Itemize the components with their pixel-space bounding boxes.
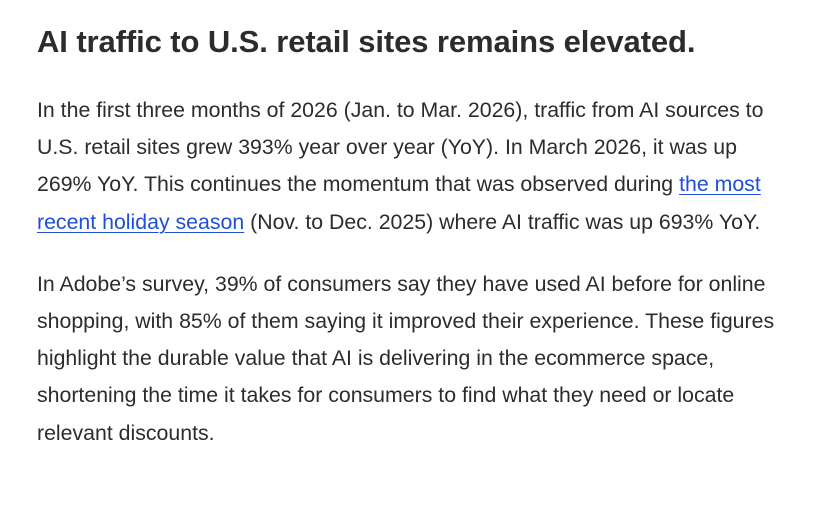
section-heading: AI traffic to U.S. retail sites remains … — [37, 24, 696, 59]
paragraph-ai-traffic-text-start: In the first three months of 2026 (Jan. … — [37, 98, 764, 197]
article-section: AI traffic to U.S. retail sites remains … — [37, 22, 797, 452]
holiday-season-link[interactable]: the most recent holiday season — [37, 172, 761, 234]
paragraph-ai-traffic: In the first three months of 2026 (Jan. … — [37, 92, 797, 241]
paragraph-adobe-survey: In Adobe’s survey, 39% of consumers say … — [37, 271, 775, 445]
paragraph-ai-traffic-text-end: (Nov. to Dec. 2025) where AI traffic was… — [244, 209, 761, 234]
